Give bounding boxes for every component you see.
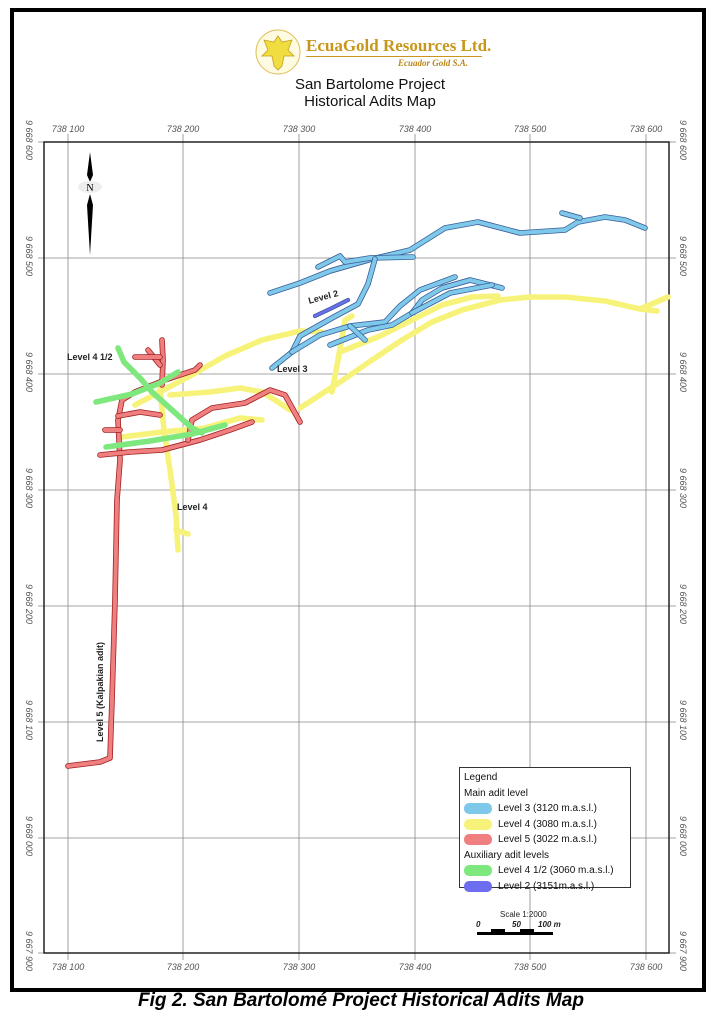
scale-tick-50: 50 <box>512 920 521 929</box>
adit-level-3 <box>348 324 367 342</box>
northing-label-right: 9 668 600 <box>678 120 688 161</box>
legend-main-heading: Main adit level <box>464 787 528 799</box>
easting-label-top: 738 600 <box>629 124 663 134</box>
easting-label-bottom: 738 100 <box>51 962 85 972</box>
adit-level-4 <box>158 386 180 552</box>
eagle-logo-icon <box>255 29 301 75</box>
legend-label: Level 5 (3022 m.a.s.l.) <box>498 834 597 845</box>
adit-level-2 <box>313 298 350 318</box>
map-frame <box>43 141 670 954</box>
swatch-level-2 <box>464 880 492 892</box>
adit-level-3 <box>268 215 647 295</box>
adit-level-3 <box>410 283 494 315</box>
map-border <box>10 8 706 992</box>
legend-item-level-2: Level 2 (3151m.a.s.l.) <box>464 879 626 895</box>
swatch-level-3 <box>464 803 492 815</box>
adit-level-5 <box>66 363 202 768</box>
company-name: EcuaGold Resources Ltd. <box>306 36 492 55</box>
swatch-level-4-half <box>464 865 492 877</box>
adit-level-3 <box>316 254 415 269</box>
northing-label-right: 9 668 200 <box>678 584 688 625</box>
legend-item-level-4: Level 4 (3080 m.a.s.l.) <box>464 817 626 833</box>
scale-tick-100: 100 m <box>538 920 561 929</box>
legend-label: Level 3 (3120 m.a.s.l.) <box>498 803 597 814</box>
label-level-4: Level 4 <box>177 502 208 512</box>
legend-aux-heading: Auxiliary adit levels <box>464 849 550 861</box>
easting-label-bottom: 738 500 <box>513 962 547 972</box>
adit-level-3 <box>560 211 582 220</box>
northing-label-right: 9 668 400 <box>678 352 688 393</box>
adit-level-5 <box>160 338 165 387</box>
map-title: San Bartolome Project Historical Adits M… <box>240 76 500 110</box>
swatch-level-5 <box>464 834 492 846</box>
legend-item-level-5: Level 5 (3022 m.a.s.l.) <box>464 832 626 848</box>
subsidiary-name: Ecuador Gold S.A. <box>398 58 469 68</box>
label-level-5: Level 5 (Kalpakian adit) <box>95 641 105 742</box>
scale-bar-segment <box>520 929 534 932</box>
north-label: N <box>86 183 93 194</box>
easting-label-bottom: 738 300 <box>282 962 316 972</box>
adit-level-4 <box>298 295 670 410</box>
easting-label-top: 738 300 <box>282 124 316 134</box>
adit-level-4 <box>338 294 500 354</box>
adits <box>65 210 671 769</box>
northing-label-left: 9 668 500 <box>24 236 34 277</box>
adit-level-5-outline <box>65 362 203 769</box>
adit-level-4 <box>168 386 292 412</box>
scale-bar-base <box>477 932 553 935</box>
northing-label-left: 9 668 200 <box>24 584 34 625</box>
legend-title: Legend <box>464 772 498 783</box>
figure-caption: Fig 2. San Bartolomé Project Historical … <box>138 990 584 1011</box>
easting-label-top: 738 100 <box>51 124 85 134</box>
swatch-level-4 <box>464 818 492 830</box>
easting-label-bottom: 738 200 <box>166 962 200 972</box>
title-line-2: Historical Adits Map <box>304 93 436 110</box>
easting-label-bottom: 738 600 <box>629 962 663 972</box>
northing-label-left: 9 668 300 <box>24 468 34 509</box>
scale-bar <box>477 929 553 935</box>
adit-level-3 <box>290 275 457 354</box>
legend-label: Level 4 (3080 m.a.s.l.) <box>498 818 597 830</box>
logo-divider <box>306 56 482 57</box>
northing-label-right: 9 668 500 <box>678 236 688 277</box>
adit-level-3 <box>328 278 504 347</box>
adit-level-4-half <box>94 370 180 404</box>
label-level-3: Level 3 <box>277 364 308 374</box>
adit-level-4 <box>638 307 659 313</box>
grid <box>38 134 676 960</box>
adit-level-4-outline <box>297 294 671 411</box>
adit-level-5 <box>116 410 162 418</box>
adit-level-5 <box>98 420 254 457</box>
northing-label-left: 9 668 400 <box>24 352 34 393</box>
northing-label-left: 9 668 100 <box>24 700 34 741</box>
easting-label-top: 738 400 <box>398 124 432 134</box>
adit-level-4 <box>174 528 190 536</box>
adit-level-5 <box>186 388 302 442</box>
north-arrow-icon: N <box>78 152 102 255</box>
easting-label-top: 738 500 <box>513 124 547 134</box>
northing-label-left: 9 667 900 <box>24 931 34 972</box>
northing-label-left: 9 668 600 <box>24 120 34 161</box>
title-line-1: San Bartolome Project <box>294 76 446 93</box>
northing-label-right: 9 668 300 <box>678 468 688 509</box>
adit-level-4-half <box>116 346 204 435</box>
legend-item-level-3: Level 3 (3120 m.a.s.l.) <box>464 801 626 817</box>
scale-tick-0: 0 <box>476 920 481 929</box>
easting-label-top: 738 200 <box>166 124 200 134</box>
northing-label-right: 9 668 100 <box>678 700 688 741</box>
label-level-4-half: Level 4 1/2 <box>67 352 113 362</box>
northing-label-right: 9 668 000 <box>678 816 688 857</box>
adit-level-4-half <box>104 423 227 449</box>
legend-label: Level 2 (3151m.a.s.l.) <box>498 880 595 892</box>
easting-label-bottom: 738 400 <box>398 962 432 972</box>
scale-label: Scale 1:2000 <box>500 910 547 919</box>
legend: Legend Main adit level Level 3 (3120 m.a… <box>459 767 631 892</box>
legend-label: Level 4 1/2 (3060 m.a.s.l.) <box>498 865 614 876</box>
northing-label-left: 9 668 000 <box>24 816 34 857</box>
legend-item-level-4-half: Level 4 1/2 (3060 m.a.s.l.) <box>464 863 626 879</box>
northing-label-right: 9 667 900 <box>678 931 688 972</box>
scale-bar-segment <box>491 929 505 932</box>
